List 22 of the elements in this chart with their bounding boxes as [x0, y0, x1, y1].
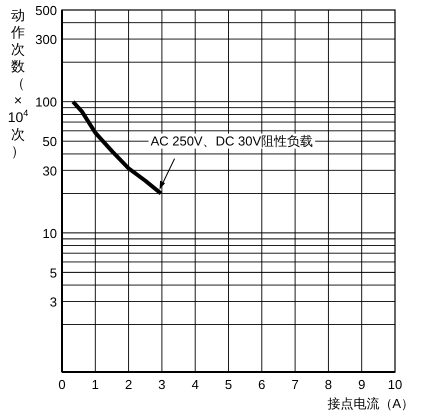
y-tick-label: 500: [35, 3, 57, 18]
x-tick-label: 0: [58, 377, 66, 392]
x-tick-label: 10: [388, 377, 402, 392]
x-tick-label: 2: [124, 377, 132, 392]
y-tick-label: 300: [35, 32, 57, 48]
y-tick-label: 50: [42, 134, 57, 150]
x-tick-label: 9: [358, 377, 366, 392]
text: 动作次数（×10$^{4}$次）: [8, 7, 28, 159]
x-tick-label: 1: [92, 377, 99, 392]
x-axis-title: 接点电流（A）: [327, 396, 414, 411]
x-tick-label: 3: [158, 377, 166, 392]
annotation: AC 250V、DC 30V阻性负载: [150, 134, 314, 149]
x-tick-label: 5: [224, 377, 232, 392]
y-tick-label: 10: [42, 226, 57, 241]
y-tick-label: 30: [42, 163, 57, 178]
y-tick-label: 100: [35, 94, 57, 110]
x-tick-label: 4: [192, 377, 199, 392]
x-tick-label: 7: [291, 377, 299, 392]
y-tick-label: 5: [50, 265, 57, 280]
y-tick-label: 3: [50, 294, 57, 310]
x-tick-label: 8: [324, 377, 332, 392]
x-tick-label: 6: [258, 377, 266, 392]
